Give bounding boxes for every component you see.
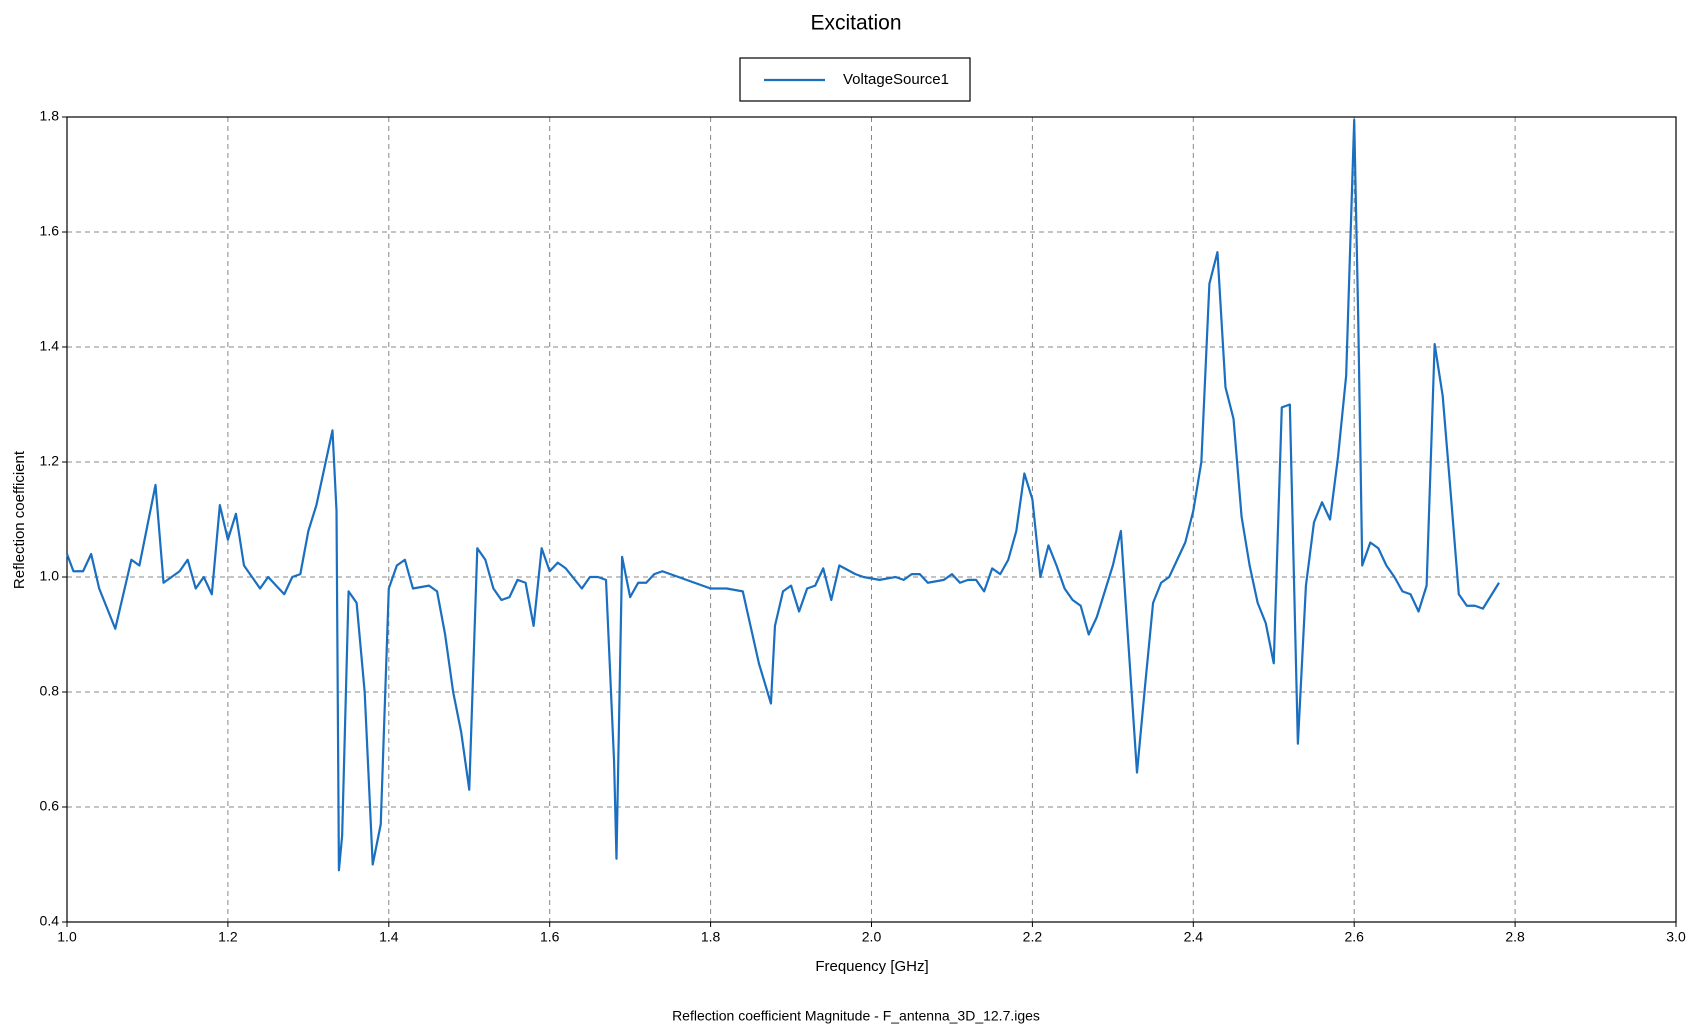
legend-label: VoltageSource1 [843, 71, 949, 88]
x-tick-label: 1.6 [540, 929, 560, 945]
x-tick-label: 2.6 [1344, 929, 1364, 945]
y-tick-label: 1.6 [40, 223, 60, 239]
x-tick-label: 1.4 [379, 929, 399, 945]
y-tick-label: 1.4 [40, 338, 60, 354]
y-tick-label: 0.8 [40, 683, 60, 699]
y-tick-label: 0.6 [40, 798, 60, 814]
x-tick-label: 2.2 [1023, 929, 1043, 945]
plot-frame [66, 116, 1677, 923]
y-axis-label: Reflection coefficient [11, 450, 28, 589]
data-line [65, 118, 1500, 872]
x-tick-label: 2.8 [1505, 929, 1525, 945]
x-tick-label: 2.0 [862, 929, 882, 945]
x-tick-label: 3.0 [1666, 929, 1686, 945]
x-tick-label: 2.4 [1184, 929, 1204, 945]
chart-title: Excitation [810, 12, 901, 35]
x-tick-label: 1.0 [57, 929, 77, 945]
y-tick-label: 1.2 [40, 453, 60, 469]
x-tick-label: 1.8 [701, 929, 721, 945]
x-axis-label: Frequency [GHz] [815, 958, 928, 975]
y-tick-label: 1.8 [40, 108, 60, 124]
footnote: Reflection coefficient Magnitude - F_ant… [672, 1008, 1040, 1024]
y-tick-label: 0.4 [40, 913, 60, 929]
x-tick-label: 1.2 [218, 929, 238, 945]
y-tick-label: 1.0 [40, 568, 60, 584]
